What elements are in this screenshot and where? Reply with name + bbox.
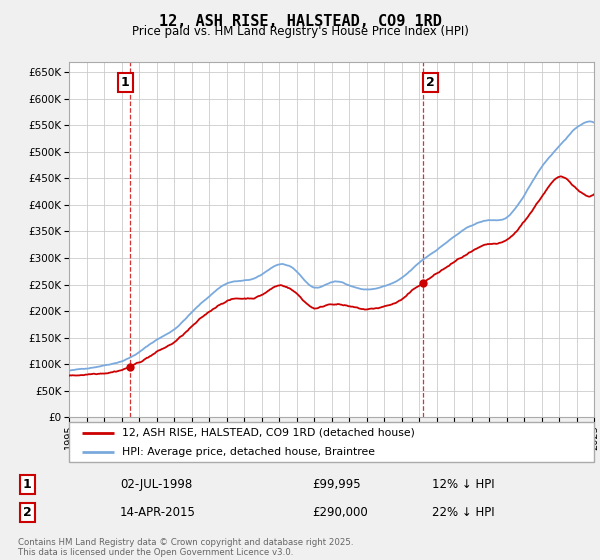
Text: 1: 1 <box>121 76 130 90</box>
Text: £290,000: £290,000 <box>312 506 368 519</box>
Text: 02-JUL-1998: 02-JUL-1998 <box>120 478 192 491</box>
Text: 14-APR-2015: 14-APR-2015 <box>120 506 196 519</box>
Text: Contains HM Land Registry data © Crown copyright and database right 2025.
This d: Contains HM Land Registry data © Crown c… <box>18 538 353 557</box>
Text: Price paid vs. HM Land Registry's House Price Index (HPI): Price paid vs. HM Land Registry's House … <box>131 25 469 38</box>
Text: 2: 2 <box>426 76 435 90</box>
Text: 12, ASH RISE, HALSTEAD, CO9 1RD (detached house): 12, ASH RISE, HALSTEAD, CO9 1RD (detache… <box>121 428 415 438</box>
Text: 22% ↓ HPI: 22% ↓ HPI <box>432 506 494 519</box>
Text: 12% ↓ HPI: 12% ↓ HPI <box>432 478 494 491</box>
Text: 12, ASH RISE, HALSTEAD, CO9 1RD: 12, ASH RISE, HALSTEAD, CO9 1RD <box>158 14 442 29</box>
Text: HPI: Average price, detached house, Braintree: HPI: Average price, detached house, Brai… <box>121 446 374 456</box>
Text: £99,995: £99,995 <box>312 478 361 491</box>
Text: 2: 2 <box>23 506 31 519</box>
Text: 1: 1 <box>23 478 31 491</box>
FancyBboxPatch shape <box>69 422 594 462</box>
